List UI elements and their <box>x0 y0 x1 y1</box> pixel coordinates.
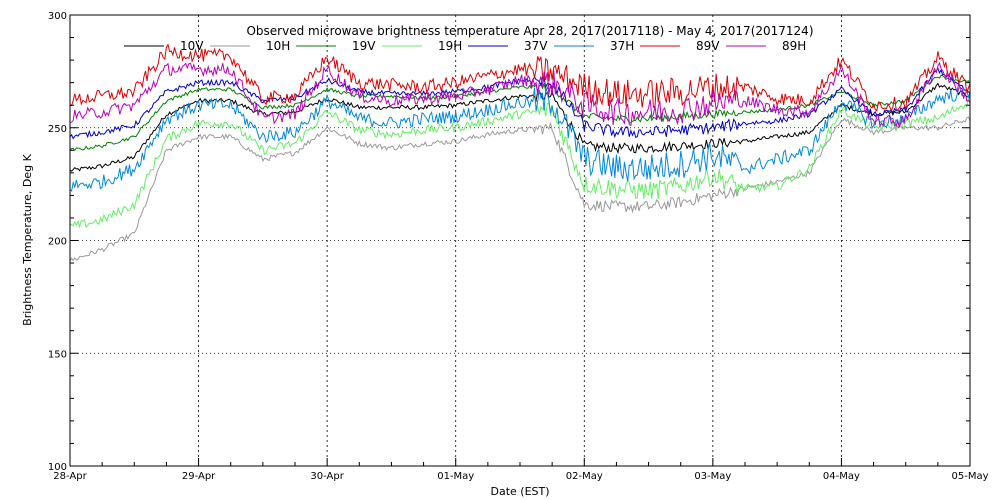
grid-lines <box>70 15 970 466</box>
chart-title: Observed microwave brightness temperatur… <box>246 24 813 38</box>
legend-label-19v: 19V <box>352 39 376 53</box>
legend-label-89h: 89H <box>782 39 806 53</box>
legend-label-10h: 10H <box>266 39 290 53</box>
x-tick-label: 05-May <box>951 471 988 482</box>
axis-ticks <box>69 14 971 467</box>
x-tick-label: 29-Apr <box>182 471 216 482</box>
y-tick-label: 150 <box>48 349 67 360</box>
y-tick-label: 250 <box>48 124 67 135</box>
legend-label-37v: 37V <box>524 39 548 53</box>
x-tick-label: 02-May <box>566 471 603 482</box>
y-tick-label: 100 <box>48 462 67 473</box>
x-tick-label: 03-May <box>694 471 731 482</box>
series-line-37h <box>69 86 971 192</box>
x-tick-label: 30-Apr <box>310 471 344 482</box>
y-tick-label: 300 <box>48 11 67 22</box>
y-axis-title: Brightness Temperature, Deg K <box>21 153 34 325</box>
series-line-10h <box>69 116 971 262</box>
legend-label-89v: 89V <box>696 39 720 53</box>
series-line-10v <box>69 82 971 172</box>
x-tick-label: 28-Apr <box>53 471 87 482</box>
x-tick-label: 04-May <box>823 471 860 482</box>
legend-label-37h: 37H <box>610 39 634 53</box>
legend-label-10v: 10V <box>180 39 204 53</box>
x-tick-label: 01-May <box>437 471 474 482</box>
legend-label-19h: 19H <box>438 39 462 53</box>
series-line-19v <box>69 74 971 152</box>
y-tick-labels: 100 150 200 250 300 <box>48 11 67 473</box>
series-line-19h <box>69 97 971 229</box>
series-lines <box>69 43 971 262</box>
x-axis-title: Date (EST) <box>490 485 549 498</box>
legend: 10V 10H 19V 19H 37V 37H 89V 89H <box>124 39 806 53</box>
series-line-89v <box>69 43 971 112</box>
series-line-89h <box>69 61 971 129</box>
y-tick-label: 200 <box>48 237 67 248</box>
x-tick-labels: 28-Apr 29-Apr 30-Apr 01-May 02-May 03-May 04-M… <box>53 471 988 482</box>
